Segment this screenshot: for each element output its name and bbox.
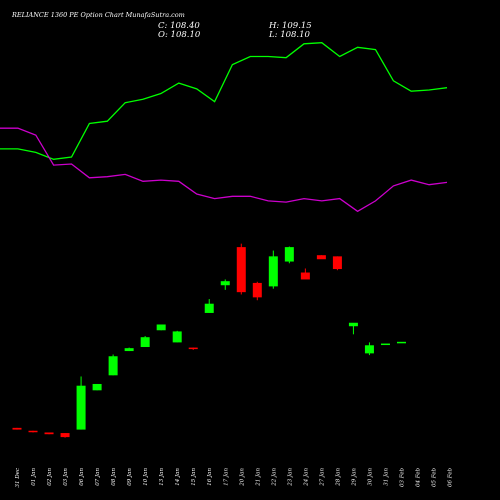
candle-body [140, 337, 150, 348]
x-tick-label: 03 Jan [63, 468, 69, 486]
candle-body [220, 281, 230, 286]
x-tick-label: 22 Jan [271, 468, 277, 487]
candle-body [28, 430, 38, 433]
indicator-line-2 [0, 127, 448, 213]
x-tick-label: 29 Jan [351, 468, 357, 487]
x-tick-label: 10 Jan [143, 468, 149, 486]
x-tick-label: 20 Jan [239, 468, 245, 487]
chart-title: RELIANCE 1360 PE Option Chart MunafaSutr… [12, 11, 185, 19]
candle-body [44, 432, 54, 435]
x-tick-label: 08 Jan [111, 468, 117, 486]
candle-body [252, 282, 262, 298]
candle-body [60, 433, 70, 438]
candle-body [348, 322, 358, 327]
x-tick-label: 02 Jan [47, 468, 53, 486]
candle-body [172, 331, 182, 343]
candle-body [284, 247, 294, 262]
x-tick-label: 01 Jan [31, 468, 37, 486]
x-tick-label: 05 Feb [432, 468, 438, 488]
x-axis-tick-labels: 31 Dec 01 Jan 02 Jan 03 Jan 06 Jan 07 Jan 08 J… [15, 468, 454, 488]
x-tick-label: 07 Jan [95, 468, 101, 486]
x-tick-label: 31 Dec [15, 468, 21, 488]
candle-body [316, 255, 326, 260]
candle-body [364, 345, 374, 354]
indicator-lines [0, 42, 448, 213]
candle-body [268, 256, 278, 287]
candle-body [156, 324, 166, 331]
candle-body [92, 383, 102, 391]
x-tick-label: 09 Jan [127, 468, 133, 486]
candle-body [12, 427, 22, 430]
x-tick-label: 27 Jan [319, 468, 325, 487]
x-tick-label: 04 Feb [416, 468, 422, 488]
high-value: H: 109.15 [269, 21, 312, 31]
x-tick-label: 31 Jan [383, 468, 389, 486]
low-value: L: 108.10 [269, 30, 310, 40]
x-tick-label: 14 Jan [175, 468, 181, 486]
candle-body [76, 385, 86, 430]
open-value: O: 108.10 [158, 30, 201, 40]
candle-body [124, 348, 134, 352]
candle-body [380, 343, 390, 346]
x-tick-label: 13 Jan [159, 468, 165, 486]
candle-body [236, 247, 246, 293]
candle-body [204, 303, 214, 313]
candle-body [108, 356, 118, 376]
x-tick-label: 21 Jan [255, 468, 261, 487]
indicator-line-1 [0, 42, 448, 160]
x-tick-label: 03 Feb [399, 468, 405, 488]
x-tick-label: 17 Jan [223, 468, 229, 486]
x-tick-label: 06 Feb [448, 468, 454, 488]
x-tick-label: 28 Jan [335, 468, 341, 487]
candles [12, 243, 406, 438]
x-tick-label: 24 Jan [303, 468, 309, 487]
x-tick-label: 30 Jan [367, 468, 373, 486]
x-tick-label: 16 Jan [207, 468, 213, 486]
candle-body [332, 256, 342, 270]
candle-body [188, 347, 198, 350]
candle-body [300, 272, 310, 280]
x-tick-label: 15 Jan [191, 468, 197, 486]
candle-body [396, 341, 406, 344]
x-tick-label: 23 Jan [287, 468, 293, 487]
x-tick-label: 06 Jan [79, 468, 85, 486]
close-value: C: 108.40 [158, 21, 200, 31]
